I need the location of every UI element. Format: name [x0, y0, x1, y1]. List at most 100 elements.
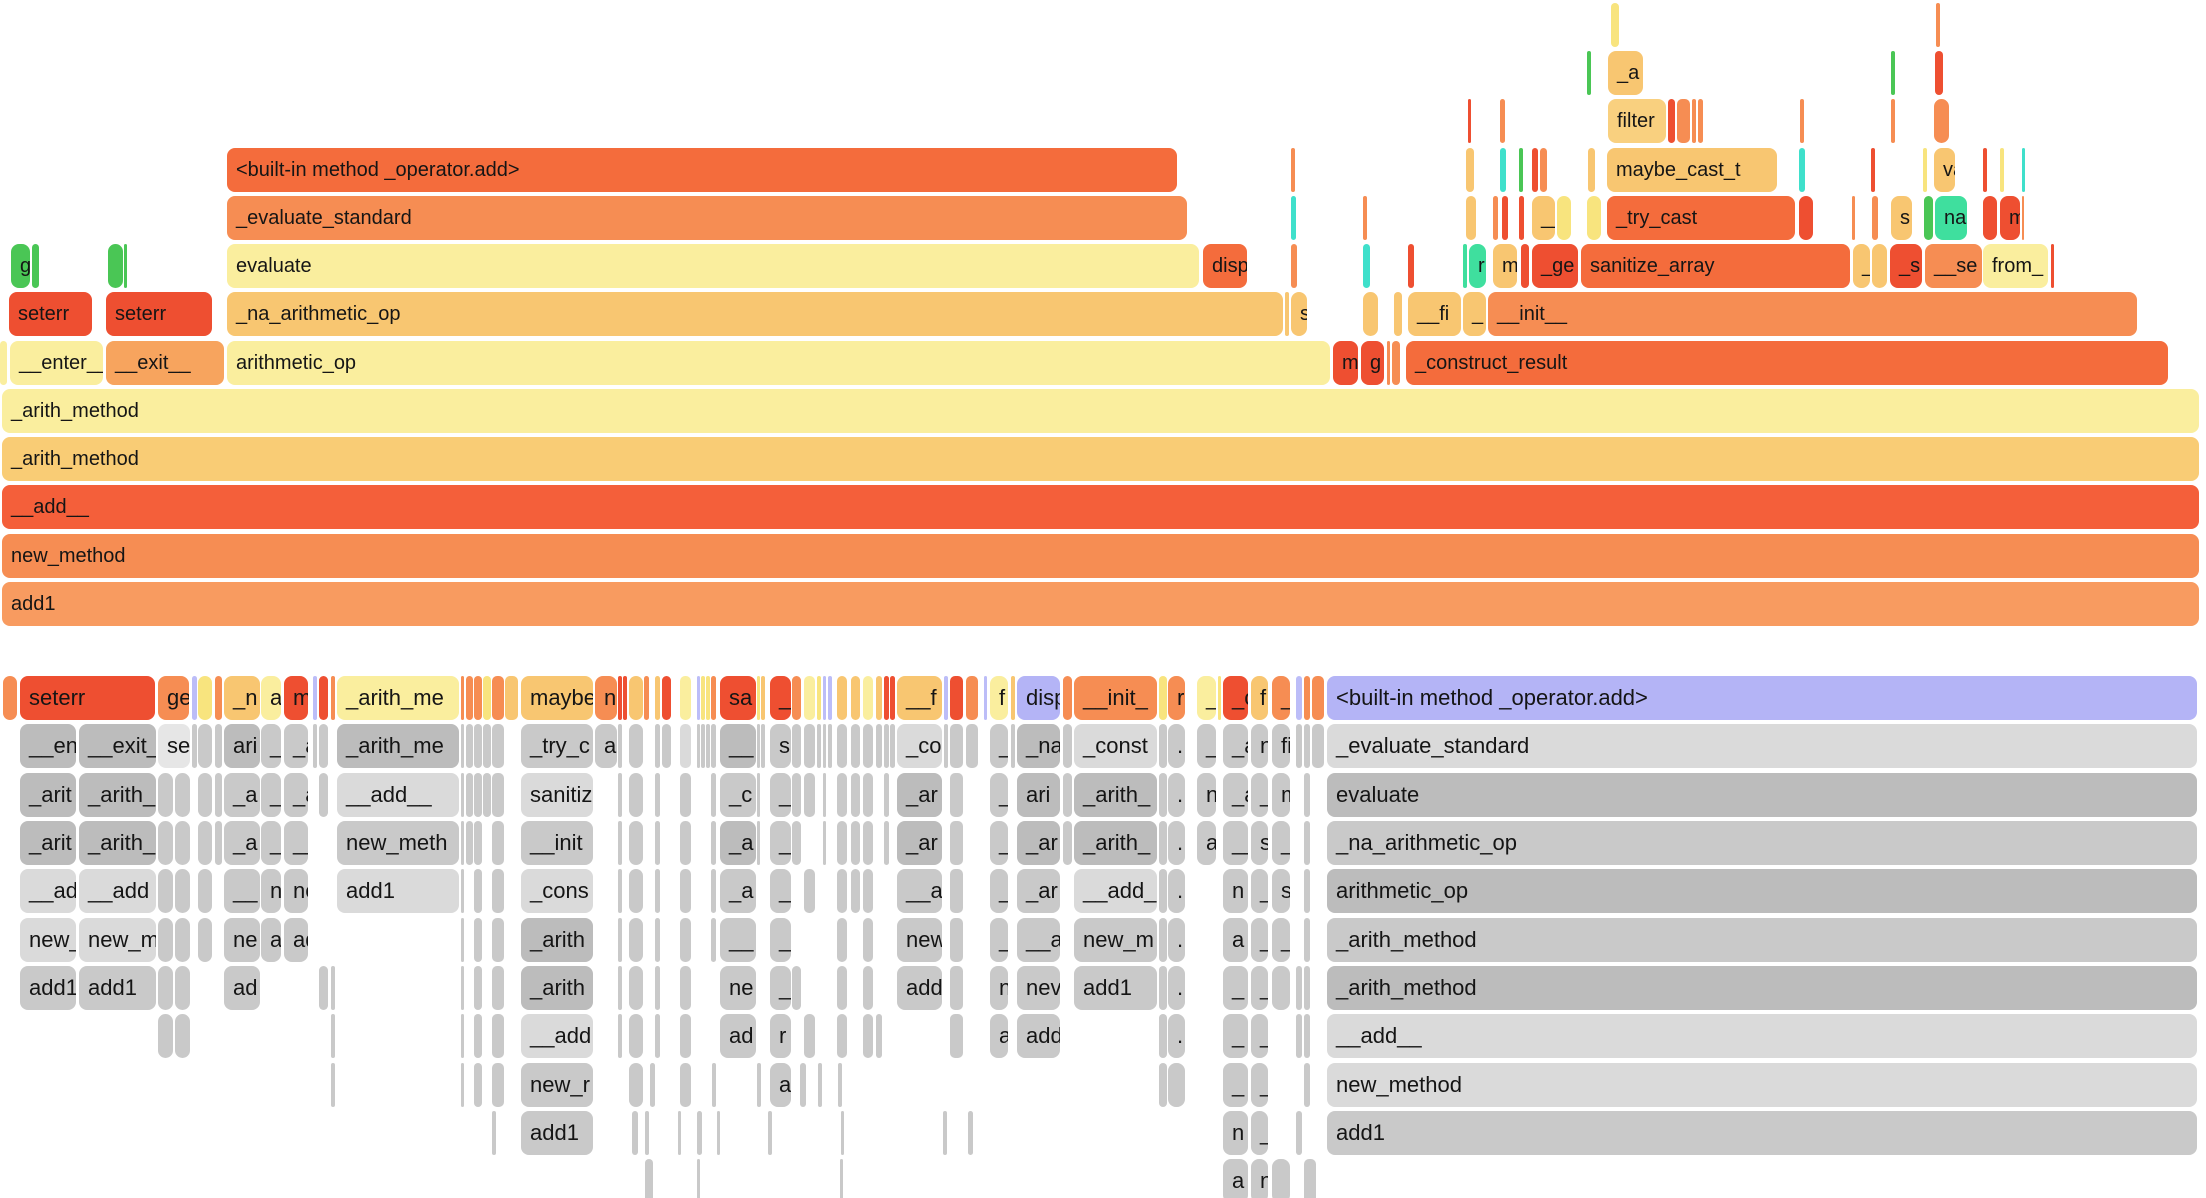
- frame-.[interactable]: [837, 821, 847, 865]
- frame-__[interactable]: __: [284, 821, 308, 865]
- frame-.[interactable]: [198, 773, 212, 817]
- frame-sliver[interactable]: [474, 676, 482, 720]
- frame-_ar[interactable]: _ar: [1017, 821, 1060, 865]
- frame-.[interactable]: [950, 821, 963, 865]
- frame-_evaluate_standard[interactable]: _evaluate_standard: [227, 196, 1187, 240]
- frame-a[interactable]: [863, 1014, 873, 1058]
- frame-_[interactable]: _: [990, 869, 1008, 913]
- frame-sliver[interactable]: [944, 676, 948, 720]
- frame-sliver[interactable]: [823, 724, 826, 768]
- frame-m[interactable]: m: [1333, 341, 1358, 385]
- frame-sliver[interactable]: [650, 1063, 655, 1107]
- frame-sliver[interactable]: [32, 244, 39, 288]
- frame-sliver[interactable]: [1304, 724, 1310, 768]
- frame-_[interactable]: _: [1197, 724, 1216, 768]
- frame-.[interactable]: .: [1168, 1014, 1185, 1058]
- frame-_ar[interactable]: _ar: [1017, 869, 1060, 913]
- frame-new[interactable]: new: [897, 918, 942, 962]
- frame-sliver[interactable]: [838, 1063, 842, 1107]
- frame-sliver[interactable]: [474, 821, 482, 865]
- frame-new_meth[interactable]: new_meth: [337, 821, 459, 865]
- frame-r[interactable]: [175, 966, 190, 1010]
- frame-sliver[interactable]: [884, 676, 889, 720]
- frame-add1[interactable]: add1: [521, 1111, 593, 1155]
- frame-sliver[interactable]: [2000, 148, 2004, 192]
- frame-sliver[interactable]: [823, 773, 826, 817]
- frame-sliver[interactable]: [1923, 148, 1927, 192]
- frame-sliver[interactable]: [1159, 676, 1167, 720]
- frame-_arith_me[interactable]: _arith_me: [337, 724, 459, 768]
- frame-.[interactable]: .: [1168, 966, 1185, 1010]
- frame-_na_arithmetic_op[interactable]: _na_arithmetic_op: [1327, 821, 2197, 865]
- frame-_na[interactable]: _na: [1017, 724, 1060, 768]
- frame-_arith_[interactable]: _arith_: [79, 821, 156, 865]
- frame-new_r[interactable]: new_r: [521, 1063, 593, 1107]
- frame-add[interactable]: add: [1017, 1014, 1060, 1058]
- frame-sliver[interactable]: [1296, 724, 1302, 768]
- frame-sliver[interactable]: [1272, 966, 1290, 1010]
- frame-sliver[interactable]: [757, 773, 760, 817]
- frame-_[interactable]: [863, 676, 873, 720]
- frame-sliver[interactable]: [837, 1014, 847, 1058]
- frame-__add__[interactable]: __add__: [337, 773, 459, 817]
- frame-sliver[interactable]: [1692, 99, 1696, 143]
- frame-sliver[interactable]: [461, 918, 464, 962]
- frame-ad[interactable]: ad: [284, 918, 308, 962]
- frame-sliver[interactable]: [711, 918, 716, 962]
- frame-_arith_[interactable]: _arith_: [1074, 773, 1157, 817]
- frame-_[interactable]: _: [1223, 1063, 1248, 1107]
- frame-sliver[interactable]: [1799, 148, 1805, 192]
- frame-na[interactable]: na: [1935, 196, 1967, 240]
- frame-sliver[interactable]: [1500, 99, 1505, 143]
- frame-i[interactable]: [966, 676, 978, 720]
- frame-_[interactable]: [175, 918, 190, 962]
- frame-sliver[interactable]: [662, 676, 671, 720]
- frame-sliver[interactable]: [618, 773, 622, 817]
- frame-_const[interactable]: _const: [1074, 724, 1157, 768]
- frame-.[interactable]: [492, 918, 504, 962]
- frame-sliver[interactable]: [711, 676, 716, 720]
- frame-sliver[interactable]: [1502, 196, 1508, 240]
- frame-_[interactable]: _: [261, 773, 281, 817]
- frame-maybe_cast_t[interactable]: maybe_cast_t: [1607, 148, 1777, 192]
- frame-seterr[interactable]: seterr: [106, 292, 212, 336]
- frame-sliver[interactable]: [706, 724, 710, 768]
- frame-sanitize_array[interactable]: sanitize_array: [1581, 244, 1850, 288]
- frame-_[interactable]: [680, 773, 691, 817]
- frame-__[interactable]: __: [1532, 196, 1555, 240]
- frame-.[interactable]: [863, 918, 873, 962]
- frame-sliver[interactable]: [1291, 244, 1297, 288]
- frame-__add[interactable]: __add: [521, 1014, 593, 1058]
- frame-sliver[interactable]: [1296, 1014, 1302, 1058]
- frame-n[interactable]: n: [1197, 773, 1216, 817]
- frame-sliver[interactable]: [1312, 676, 1324, 720]
- frame-seterr[interactable]: seterr: [9, 292, 92, 336]
- frame-r[interactable]: r: [770, 1014, 791, 1058]
- frame-a[interactable]: a: [1223, 918, 1248, 962]
- frame-a[interactable]: [680, 1063, 691, 1107]
- frame-sliver[interactable]: [662, 724, 671, 768]
- frame-sliver[interactable]: [890, 676, 895, 720]
- frame-_[interactable]: [158, 869, 173, 913]
- frame-.[interactable]: .: [1168, 773, 1185, 817]
- frame-sliver[interactable]: [1493, 196, 1498, 240]
- frame-_[interactable]: [680, 676, 691, 720]
- frame-__init__[interactable]: __init__: [1488, 292, 2137, 336]
- frame-_[interactable]: _: [990, 918, 1008, 962]
- frame-sliver[interactable]: [331, 1014, 335, 1058]
- frame-sliver[interactable]: [1852, 196, 1855, 240]
- frame-_[interactable]: [1677, 99, 1690, 143]
- frame-a[interactable]: [158, 1014, 173, 1058]
- frame-new_method[interactable]: new_method: [2, 534, 2199, 578]
- frame-sliver[interactable]: [124, 244, 127, 288]
- frame-sliver[interactable]: [618, 966, 622, 1010]
- frame-__init_[interactable]: __init_: [1074, 676, 1157, 720]
- frame-.[interactable]: [1304, 676, 1310, 720]
- frame-n[interactable]: n: [1223, 869, 1248, 913]
- frame-sliver[interactable]: [1296, 966, 1302, 1010]
- frame-a[interactable]: a: [770, 1063, 791, 1107]
- frame-__a[interactable]: __a: [897, 869, 942, 913]
- frame-a[interactable]: a: [261, 918, 281, 962]
- frame-arithmetic_op[interactable]: arithmetic_op: [1327, 869, 2197, 913]
- frame-sliver[interactable]: [712, 1063, 716, 1107]
